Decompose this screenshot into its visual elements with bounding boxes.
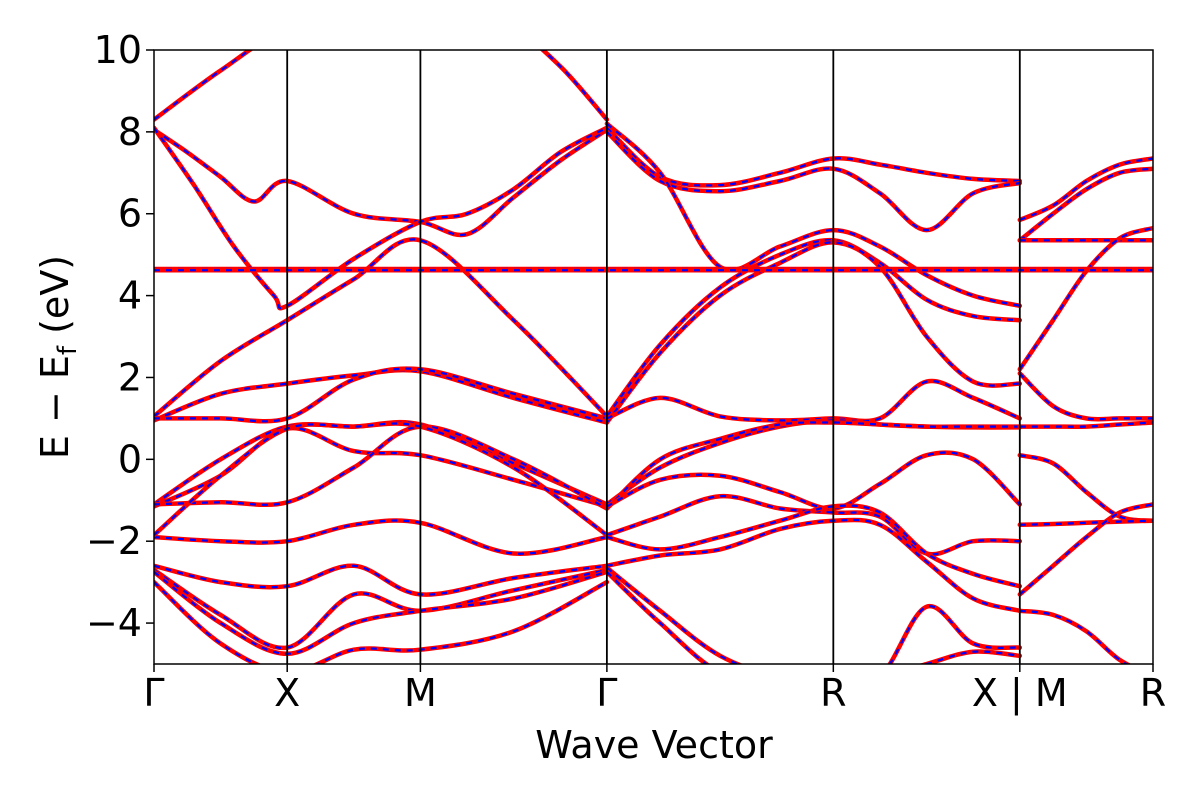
band-dashed-22 [606,421,1020,510]
band-dashed-29 [1019,157,1153,221]
band-dashed-23 [606,451,1021,510]
x-tick-label: Γ [596,671,617,715]
x-tick-label: R [1140,671,1166,715]
x-tick-label: X | M [972,671,1068,716]
y-axis-title-unit: (eV) [33,255,77,346]
band-dashed-19 [606,241,1020,424]
y-tick-label: −4 [86,601,142,645]
x-axis: Γ X M Γ R X | M R [143,664,1166,716]
y-axis: −4 −2 0 2 4 6 8 10 [86,28,154,645]
band-dashed-18 [606,239,1020,418]
x-tick-label: R [820,671,846,715]
y-tick-label: −2 [86,519,142,563]
band-dashed-14 [154,581,608,664]
y-tick-label: 6 [118,192,142,236]
band-dashed-28 [606,571,1020,664]
y-tick-label: 4 [118,274,142,318]
band-dashed-10 [154,422,608,536]
band-dashed-8 [154,425,608,510]
y-tick-label: 8 [118,110,142,154]
band-line-2 [154,50,610,122]
y-tick-label: 2 [118,355,142,399]
kpoint-lines [286,50,1021,664]
y-axis-title-subscript: f [53,345,83,355]
x-tick-label: X [274,671,300,715]
y-tick-label: 0 [118,437,142,481]
x-tick-label: M [404,671,437,715]
band-dashed-11 [154,564,608,596]
band-dashed-34 [1019,421,1153,428]
band-dashed-30 [1019,167,1153,242]
y-axis-title: E − Ef (eV) [33,255,83,459]
x-tick-label: Γ [143,671,164,715]
band-dashed-16 [606,131,1021,232]
band-dashed-12 [154,568,608,649]
band-dashed-37 [1019,503,1153,596]
band-dashed-9 [154,519,608,555]
band-dashed-1 [154,126,608,310]
plot-frame [153,49,1154,665]
band-line-17 [604,121,1023,309]
band-dashed-4 [154,368,608,424]
x-axis-title: Wave Vector [535,723,773,767]
band-dashed-13 [154,570,608,655]
band-line-0 [154,127,610,238]
band-line-33 [1017,371,1153,422]
band-dashed-27 [606,566,1020,664]
y-tick-label: 10 [94,28,142,72]
band-dashed-3 [154,238,608,418]
band-dashed-24 [606,495,1020,556]
band-dashed-32 [1018,227,1153,370]
band-dashed-15 [606,126,1020,187]
band-dashed-5 [154,367,608,423]
band-line-38 [1017,608,1132,664]
y-axis-title-main: E − E [33,355,77,459]
band-dashed-36 [1019,519,1153,526]
